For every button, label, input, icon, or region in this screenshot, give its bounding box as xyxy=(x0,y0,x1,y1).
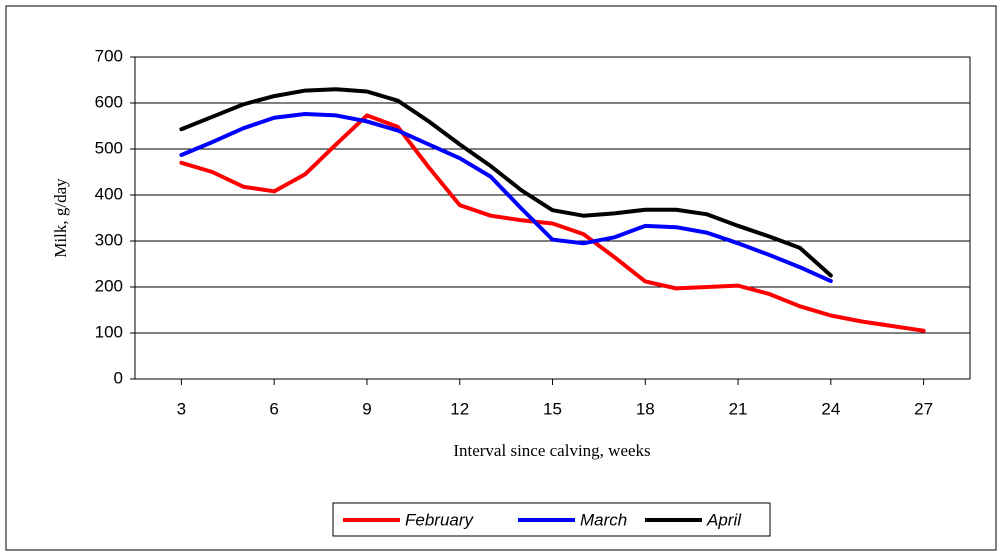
y-tick-label: 300 xyxy=(95,230,123,249)
chart-border xyxy=(5,5,997,551)
x-tick-label: 24 xyxy=(821,399,840,418)
x-tick-label: 3 xyxy=(177,399,186,418)
x-tick-label: 6 xyxy=(269,399,278,418)
legend-label: April xyxy=(706,510,742,529)
y-tick-label: 600 xyxy=(95,92,123,111)
y-tick-label: 400 xyxy=(95,184,123,203)
data-line xyxy=(179,113,926,333)
legend-label: March xyxy=(580,510,627,529)
y-tick-label: 200 xyxy=(95,276,123,295)
legend-label: February xyxy=(405,510,475,529)
x-tick-label: 18 xyxy=(636,399,655,418)
x-tick-label: 9 xyxy=(362,399,371,418)
plot-area xyxy=(134,56,971,380)
data-line xyxy=(179,112,833,284)
x-tick-label: 15 xyxy=(543,399,562,418)
y-tick-label: 100 xyxy=(95,322,123,341)
x-tick-label: 21 xyxy=(729,399,748,418)
y-axis-label: Milk, g/day xyxy=(51,178,70,258)
x-tick-label: 27 xyxy=(914,399,933,418)
x-tick-label: 12 xyxy=(450,399,469,418)
data-line xyxy=(179,87,833,278)
x-axis-label: Interval since calving, weeks xyxy=(453,441,650,460)
y-tick-label: 0 xyxy=(114,368,123,387)
y-tick-label: 500 xyxy=(95,138,123,157)
y-tick-label: 700 xyxy=(95,46,123,65)
